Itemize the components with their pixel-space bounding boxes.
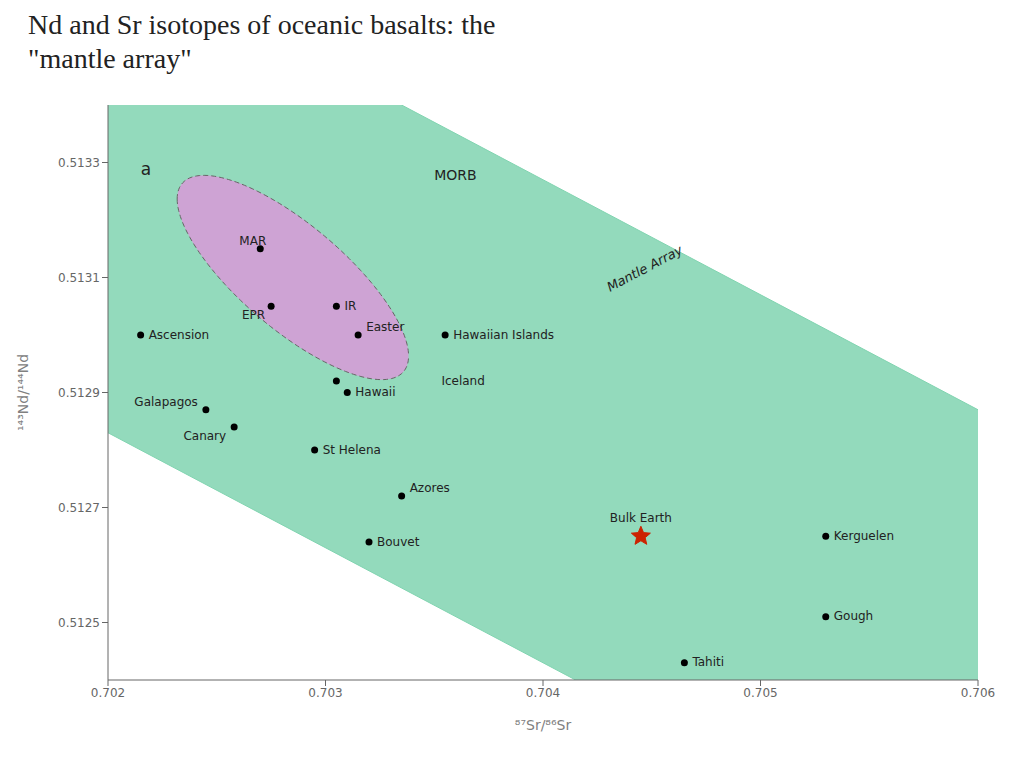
svg-text:MAR: MAR xyxy=(239,234,266,248)
svg-text:0.5131: 0.5131 xyxy=(58,271,100,285)
html-text:Nd and Sr isotopes of oceanic: Nd and Sr isotopes of oceanic basalts: t… xyxy=(28,9,496,74)
svg-text:0.5129: 0.5129 xyxy=(58,386,100,400)
svg-text:Hawaiian Islands: Hawaiian Islands xyxy=(453,328,554,342)
svg-text:a: a xyxy=(141,159,151,179)
svg-text:0.706: 0.706 xyxy=(961,686,995,700)
svg-text:¹⁴³Nd/¹⁴⁴Nd: ¹⁴³Nd/¹⁴⁴Nd xyxy=(15,354,31,431)
svg-text:Ascension: Ascension xyxy=(149,328,210,342)
svg-text:0.704: 0.704 xyxy=(526,686,560,700)
svg-text:Easter: Easter xyxy=(366,320,404,334)
svg-text:IR: IR xyxy=(344,299,356,313)
svg-text:Tahiti: Tahiti xyxy=(691,655,724,669)
svg-text:Mantle Array: Mantle Array xyxy=(604,242,685,295)
svg-text:0.703: 0.703 xyxy=(308,686,342,700)
svg-text:Hawaii: Hawaii xyxy=(355,385,395,399)
svg-text:Kerguelen: Kerguelen xyxy=(834,529,894,543)
svg-text:0.5125: 0.5125 xyxy=(58,616,100,630)
svg-text:Bouvet: Bouvet xyxy=(377,535,420,549)
svg-text:Azores: Azores xyxy=(410,481,450,495)
svg-text:Gough: Gough xyxy=(834,609,873,623)
svg-text:0.5133: 0.5133 xyxy=(58,156,100,170)
svg-text:Bulk Earth: Bulk Earth xyxy=(610,511,672,525)
svg-text:MORB: MORB xyxy=(434,167,476,183)
svg-text:⁸⁷Sr/⁸⁶Sr: ⁸⁷Sr/⁸⁶Sr xyxy=(515,717,572,733)
svg-text:EPR: EPR xyxy=(242,308,265,322)
svg-text:0.5127: 0.5127 xyxy=(58,501,100,515)
svg-text:0.705: 0.705 xyxy=(743,686,777,700)
svg-text:Canary: Canary xyxy=(183,429,226,443)
svg-text:St Helena: St Helena xyxy=(323,443,381,457)
svg-text:0.702: 0.702 xyxy=(91,686,125,700)
svg-text:Galapagos: Galapagos xyxy=(134,395,198,409)
svg-text:Iceland: Iceland xyxy=(441,374,484,388)
